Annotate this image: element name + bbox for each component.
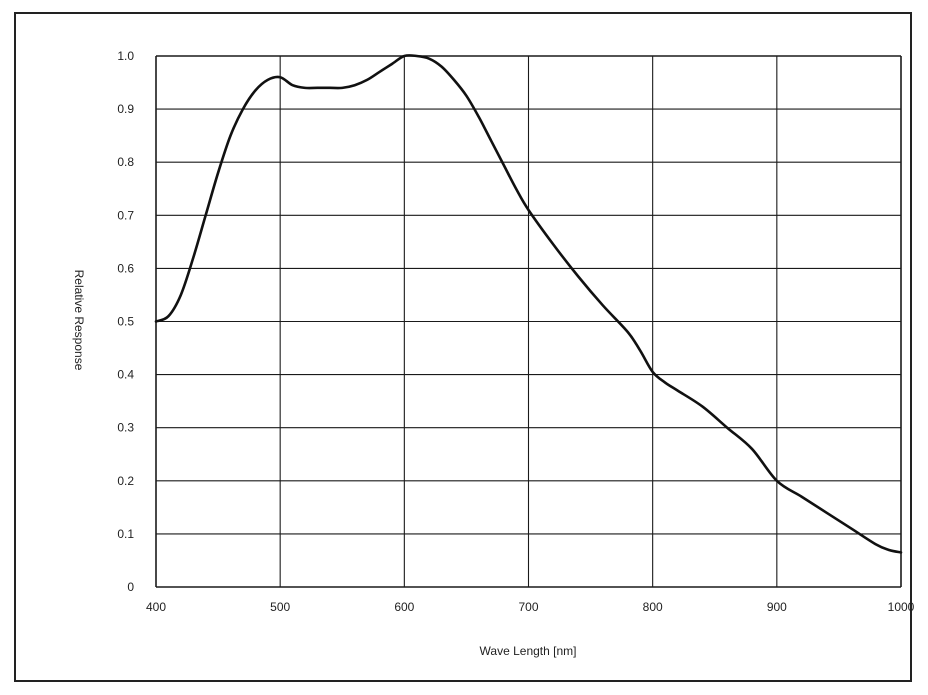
y-tick-label: 0.3 <box>117 421 134 435</box>
y-tick-label: 0.6 <box>117 261 134 275</box>
tick-labels: 400 500 600 700 800 900 1000 0 0.1 0.2 0.3 0.4 0.5 0.… <box>117 49 914 614</box>
y-tick-label: 0.2 <box>117 474 134 488</box>
x-tick-label: 900 <box>767 600 787 614</box>
y-tick-label: 0.9 <box>117 102 134 116</box>
y-axis-title: Relative Response <box>72 270 86 371</box>
y-tick-label: 0.8 <box>117 155 134 169</box>
series-layer <box>154 53 903 554</box>
response-curve-line <box>154 53 903 554</box>
chart-frame <box>14 12 912 682</box>
y-tick-label: 0.4 <box>117 368 134 382</box>
x-tick-label: 1000 <box>888 600 915 614</box>
grid-lines <box>155 55 902 588</box>
x-axis-title: Wave Length [nm] <box>480 644 577 658</box>
y-tick-label: 0.1 <box>117 527 134 541</box>
x-tick-label: 500 <box>270 600 290 614</box>
y-tick-label: 0.5 <box>117 315 134 329</box>
x-tick-label: 600 <box>394 600 414 614</box>
y-tick-label: 0.7 <box>117 208 134 222</box>
y-tick-label: 0 <box>127 580 134 594</box>
x-tick-label: 700 <box>518 600 538 614</box>
y-tick-label: 1.0 <box>117 49 134 63</box>
x-tick-label: 800 <box>643 600 663 614</box>
x-tick-label: 400 <box>146 600 166 614</box>
